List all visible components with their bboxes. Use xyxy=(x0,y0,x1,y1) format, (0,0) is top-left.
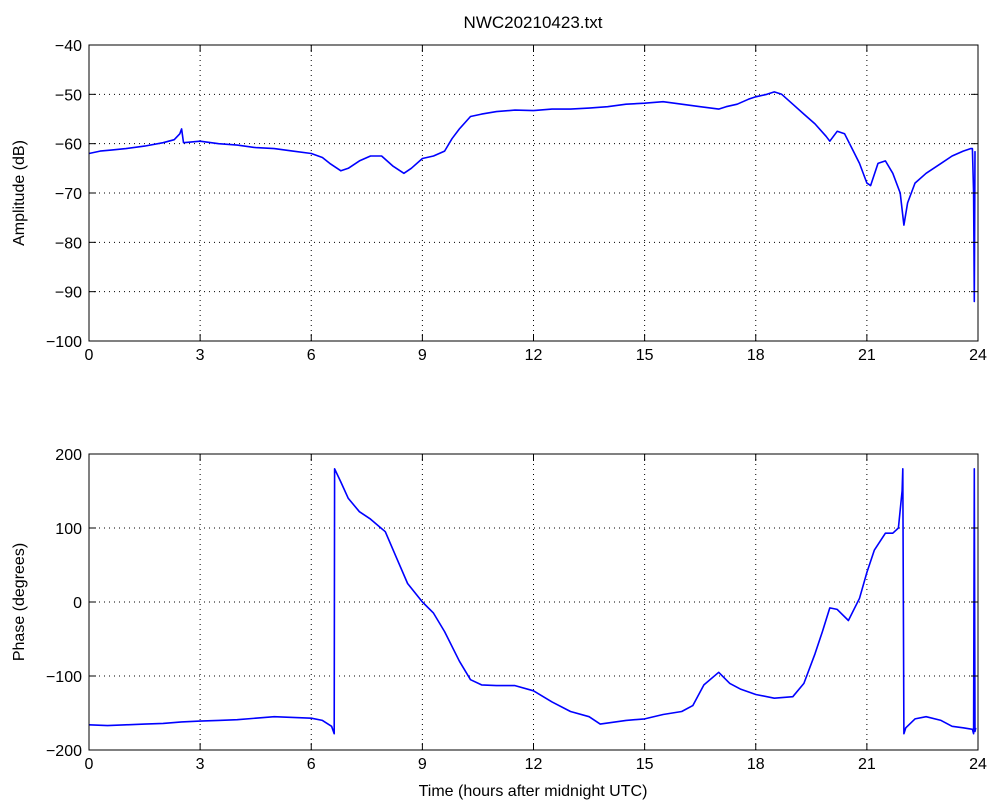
amplitude-x-tick-label: 15 xyxy=(636,347,654,364)
amplitude-y-tick-label: −60 xyxy=(55,137,82,154)
phase-y-axis-label: Phase (degrees) xyxy=(11,543,28,661)
amplitude-y-tick-label: −90 xyxy=(55,285,82,302)
phase-y-tick-label: 100 xyxy=(55,521,82,538)
phase-y-tick-label: 200 xyxy=(55,447,82,464)
amplitude-panel: NWC20210423.txt 0 3 6 9 12 15 18 21 24 −40 −50 −60 −… xyxy=(11,13,987,364)
phase-y-tick-label: −100 xyxy=(46,669,82,686)
phase-x-tick-label: 15 xyxy=(636,756,654,773)
amplitude-y-tick-label: −80 xyxy=(55,235,82,252)
phase-panel: 0 3 6 9 12 15 18 21 24 200 100 0 −100 −200 Phase (deg… xyxy=(11,447,987,800)
amplitude-y-tick-label: −50 xyxy=(55,87,82,104)
amplitude-series-line xyxy=(88,91,976,303)
amplitude-x-tick-label: 18 xyxy=(747,347,765,364)
amplitude-y-tick-label: −70 xyxy=(55,186,82,203)
amplitude-series-group xyxy=(88,91,976,303)
phase-x-tick-label: 9 xyxy=(418,756,427,773)
amplitude-x-tick-label: 21 xyxy=(858,347,876,364)
phase-x-tick-label: 6 xyxy=(307,756,316,773)
phase-series-group xyxy=(88,467,977,735)
phase-x-tick-label: 24 xyxy=(969,756,987,773)
amplitude-x-tick-label: 9 xyxy=(418,347,427,364)
amplitude-x-tick-label: 6 xyxy=(307,347,316,364)
amplitude-x-tick-label: 0 xyxy=(85,347,94,364)
phase-y-tick-label: −200 xyxy=(46,743,82,760)
phase-ticks: 0 3 6 9 12 15 18 21 24 200 100 0 −100 −200 xyxy=(46,447,987,773)
amplitude-x-tick-label: 24 xyxy=(969,347,987,364)
amplitude-ticks: 0 3 6 9 12 15 18 21 24 −40 −50 −60 −70 −80 −90 −100 xyxy=(46,38,987,364)
phase-x-tick-label: 21 xyxy=(858,756,876,773)
phase-x-tick-label: 12 xyxy=(525,756,543,773)
phase-x-tick-label: 0 xyxy=(85,756,94,773)
amplitude-grid xyxy=(89,45,978,341)
x-axis-label: Time (hours after midnight UTC) xyxy=(419,783,648,800)
chart-title: NWC20210423.txt xyxy=(464,13,603,32)
phase-y-tick-label: 0 xyxy=(73,595,82,612)
phase-x-tick-label: 18 xyxy=(747,756,765,773)
amplitude-x-tick-label: 3 xyxy=(196,347,205,364)
amplitude-y-axis-label: Amplitude (dB) xyxy=(11,140,28,246)
phase-x-tick-label: 3 xyxy=(196,756,205,773)
amplitude-x-tick-label: 12 xyxy=(525,347,543,364)
phase-grid xyxy=(89,454,978,750)
amplitude-y-tick-label: −100 xyxy=(46,334,82,351)
phase-series-line xyxy=(88,467,977,735)
amplitude-y-tick-label: −40 xyxy=(55,38,82,55)
